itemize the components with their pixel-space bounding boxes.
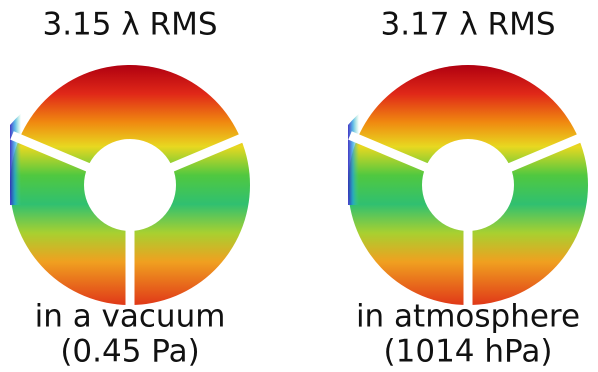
wavefront-map	[348, 65, 588, 313]
panel-title: 3.17 λ RMS	[380, 7, 555, 43]
page: 3.15 λ RMS in a vacuum(0.45 Pa) 3.17 λ RMS…	[0, 0, 598, 372]
panels: 3.15 λ RMS in a vacuum(0.45 Pa) 3.17 λ RMS…	[10, 7, 588, 370]
figure: 3.15 λ RMS in a vacuum(0.45 Pa) 3.17 λ RMS…	[0, 0, 598, 372]
panel-caption: (1014 hPa)	[384, 334, 553, 370]
panel-caption: in atmosphere	[356, 299, 580, 335]
panel: 3.15 λ RMS in a vacuum(0.45 Pa)	[10, 7, 250, 370]
panel-title: 3.15 λ RMS	[42, 7, 217, 43]
wavefront-map	[10, 65, 250, 313]
panel: 3.17 λ RMS in atmosphere(1014 hPa)	[348, 7, 588, 370]
panel-caption: (0.45 Pa)	[60, 334, 199, 370]
panel-caption: in a vacuum	[35, 299, 226, 335]
